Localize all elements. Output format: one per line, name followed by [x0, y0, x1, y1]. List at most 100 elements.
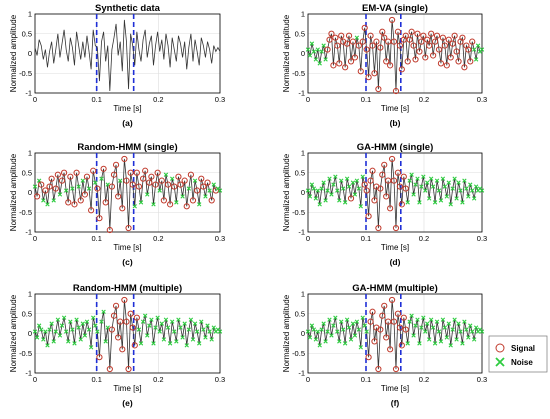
signal-marker: [377, 326, 384, 333]
signal-marker: [328, 30, 335, 37]
signal-marker: [154, 169, 161, 176]
noise-marker: [76, 325, 81, 330]
noise-marker: [423, 329, 428, 334]
noise-marker: [151, 341, 156, 346]
signal-marker: [108, 183, 116, 190]
noise-marker: [307, 335, 313, 340]
noise-marker: [436, 188, 442, 193]
noise-marker: [51, 198, 56, 203]
signal-marker: [127, 310, 134, 317]
y-tick-label: 1: [301, 290, 305, 299]
signal-marker: [396, 183, 403, 190]
plot-frame: [34, 293, 221, 374]
signal-marker: [129, 324, 136, 331]
noise-marker: [462, 319, 467, 324]
signal-marker: [465, 46, 472, 53]
noise-marker: [331, 323, 336, 328]
noise-marker: [103, 339, 108, 344]
signal-marker: [121, 155, 128, 163]
noise-marker: [217, 188, 223, 193]
signal-marker: [112, 161, 120, 168]
noise-marker: [432, 341, 438, 346]
noise-marker: [32, 329, 38, 334]
noise-marker: [354, 35, 360, 40]
signal-marker: [361, 24, 368, 31]
signal-marker: [390, 177, 398, 184]
x-tick-label: 0.3: [477, 375, 487, 384]
noise-marker: [145, 192, 150, 197]
series-line: [307, 19, 483, 92]
legend-noise-marker: [495, 357, 505, 367]
noise-marker: [180, 194, 185, 199]
signal-marker: [377, 185, 384, 192]
noise-marker: [186, 327, 192, 332]
noise-marker: [415, 317, 420, 322]
noise-marker: [49, 321, 54, 326]
signal-marker: [394, 28, 402, 35]
noise-marker: [468, 323, 473, 328]
noise-marker: [350, 180, 356, 185]
signal-marker: [344, 40, 351, 47]
signal-marker: [383, 58, 390, 65]
noise-marker: [91, 315, 96, 320]
noise-marker: [407, 178, 412, 183]
signal-marker: [338, 32, 345, 39]
signal-marker: [398, 342, 405, 349]
noise-marker: [436, 329, 442, 334]
noise-marker: [434, 178, 440, 183]
signal-marker: [52, 185, 59, 192]
noise-marker: [315, 47, 320, 52]
signal-marker: [326, 36, 333, 43]
noise-marker: [36, 323, 42, 328]
x-tick-label: 0.3: [477, 95, 487, 104]
noise-marker: [211, 182, 216, 187]
signal-marker: [381, 161, 388, 168]
signal-marker: [381, 34, 388, 41]
signal-marker: [148, 173, 155, 180]
signal-marker: [447, 54, 454, 61]
signal-marker: [345, 32, 353, 39]
noise-marker: [172, 329, 177, 334]
noise-marker: [118, 178, 123, 183]
signal-marker: [451, 32, 458, 39]
noise-marker: [99, 319, 104, 324]
noise-marker: [428, 176, 434, 181]
noise-marker: [53, 329, 58, 334]
noise-marker: [72, 341, 77, 346]
plot-frame: [307, 293, 483, 374]
signal-marker: [158, 177, 165, 184]
signal-marker: [369, 308, 376, 315]
signal-marker: [77, 197, 84, 204]
noise-marker: [317, 343, 322, 348]
panel-f: 0 0.1 0.2 0.3 1 0.5 0 -0.5 -1 GA-HMM (multiple) Ti…: [282, 283, 487, 408]
signal-marker: [160, 197, 167, 204]
noise-marker: [99, 176, 104, 181]
signal-marker: [396, 324, 403, 331]
signal-marker: [208, 197, 215, 204]
x-axis-label: Time [s]: [113, 243, 141, 252]
noise-marker: [317, 202, 322, 207]
signal-marker: [48, 175, 55, 182]
noise-marker: [470, 188, 475, 193]
noise-marker: [462, 178, 467, 183]
noise-marker: [88, 345, 94, 350]
noise-marker: [341, 186, 346, 191]
noise-marker: [321, 321, 326, 326]
signal-marker: [94, 185, 101, 192]
signal-marker: [416, 48, 423, 55]
signal-marker: [365, 74, 372, 81]
y-tick-label: 0: [301, 188, 305, 197]
signal-marker: [379, 28, 386, 35]
x-tick-label: 0.2: [153, 95, 163, 104]
noise-marker: [354, 319, 360, 324]
noise-marker: [136, 327, 142, 332]
y-tick-label: 0.5: [295, 168, 305, 177]
legend-signal-marker: [495, 343, 505, 353]
noise-marker: [335, 188, 340, 193]
signal-marker: [402, 32, 409, 39]
signal-marker: [54, 171, 61, 178]
noise-marker: [460, 341, 465, 346]
y-tick-label: -0.5: [19, 69, 32, 78]
signal-marker: [204, 179, 211, 186]
